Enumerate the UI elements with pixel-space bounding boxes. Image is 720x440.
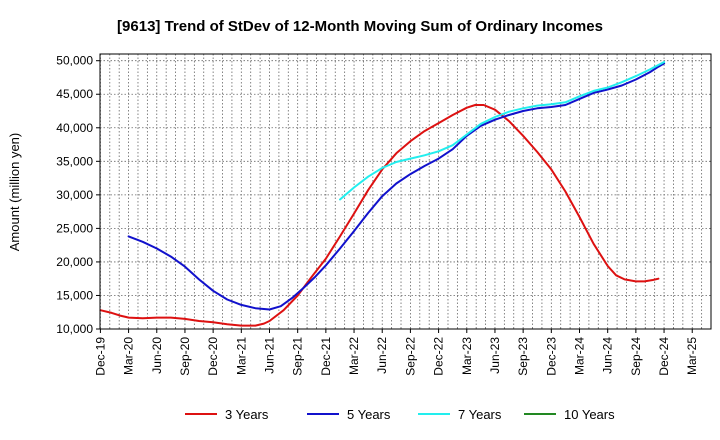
x-tick-label: Sep-20	[178, 337, 192, 376]
y-axis-label: Amount (million yen)	[7, 133, 22, 252]
x-tick-label: Mar-21	[234, 337, 248, 375]
y-tick-label: 50,000	[56, 54, 93, 68]
x-tick-label: Dec-24	[657, 337, 671, 376]
x-axis-ticks: Dec-19 Mar-20 Jun-20 Sep-20 Dec-20 Mar-21 Jun-…	[93, 329, 699, 376]
x-tick-label: Mar-22	[347, 337, 361, 375]
legend-label-5-years: 5 Years	[347, 407, 391, 422]
y-tick-label: 35,000	[56, 154, 93, 168]
x-tick-label: Dec-20	[206, 337, 220, 376]
legend-label-10-years: 10 Years	[564, 407, 615, 422]
x-tick-label: Mar-20	[122, 337, 136, 375]
y-tick-label: 15,000	[56, 288, 93, 302]
x-tick-label: Sep-22	[403, 337, 417, 376]
plot-frame	[99, 53, 712, 330]
series-line-5-years	[127, 62, 666, 311]
x-tick-label: Jun-20	[150, 337, 164, 374]
series-layer	[99, 61, 666, 327]
x-tick-label: Sep-21	[291, 337, 305, 376]
x-tick-label: Dec-23	[544, 337, 558, 376]
y-tick-label: 10,000	[56, 322, 93, 336]
x-tick-label: Dec-22	[432, 337, 446, 376]
grid-layer	[100, 54, 711, 330]
x-tick-label: Sep-23	[516, 337, 530, 376]
y-tick-label: 40,000	[56, 121, 93, 135]
x-tick-label: Jun-21	[262, 337, 276, 374]
x-tick-label: Jun-22	[375, 337, 389, 374]
chart-title: [9613] Trend of StDev of 12-Month Moving…	[117, 18, 603, 35]
legend: 3 Years 5 Years 7 Years 10 Years	[185, 407, 615, 422]
y-tick-label: 45,000	[56, 87, 93, 101]
legend-label-7-years: 7 Years	[458, 407, 502, 422]
y-axis-ticks: 10,000 15,000 20,000 25,000 30,000 35,000 40,0…	[56, 54, 100, 336]
x-tick-label: Dec-19	[93, 337, 107, 376]
x-tick-label: Jun-24	[601, 337, 615, 374]
x-tick-label: Jun-23	[488, 337, 502, 374]
x-tick-label: Mar-23	[460, 337, 474, 375]
x-tick-label: Dec-21	[319, 337, 333, 376]
series-line-7-years	[339, 61, 666, 201]
x-tick-label: Sep-24	[629, 337, 643, 376]
legend-label-3-years: 3 Years	[225, 407, 269, 422]
series-line-3-years	[99, 104, 660, 327]
y-tick-label: 20,000	[56, 255, 93, 269]
y-tick-label: 30,000	[56, 188, 93, 202]
y-tick-label: 25,000	[56, 221, 93, 235]
x-tick-label: Mar-25	[685, 337, 699, 375]
x-tick-label: Mar-24	[573, 337, 587, 375]
